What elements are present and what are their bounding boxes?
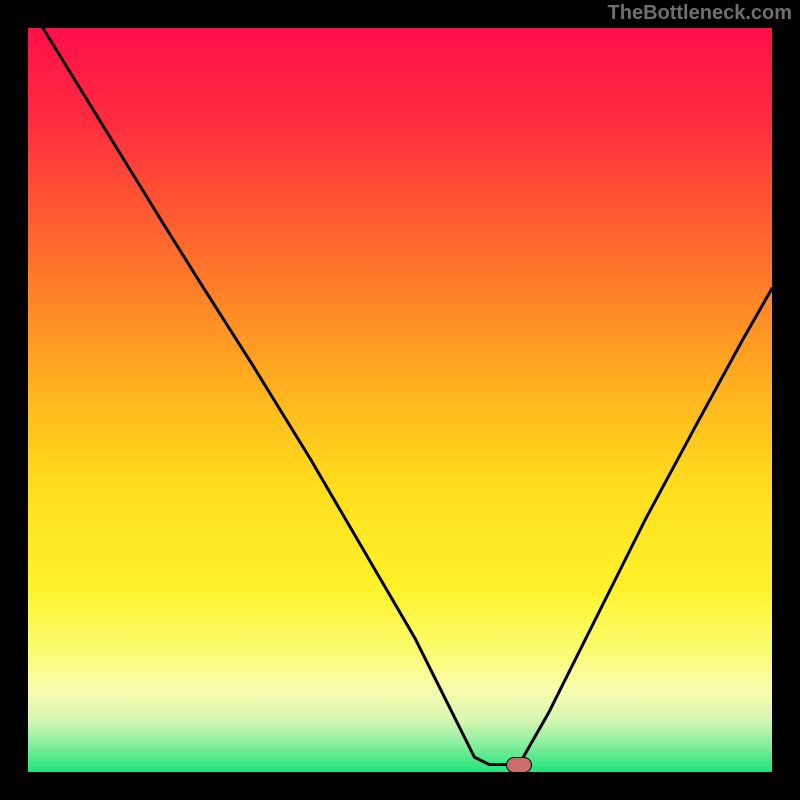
optimal-point-marker [506,757,532,773]
plot-area [28,28,772,772]
watermark-text: TheBottleneck.com [608,2,792,25]
chart-container: TheBottleneck.com [0,0,800,800]
plot-svg [28,28,772,772]
gradient-background [28,28,772,772]
